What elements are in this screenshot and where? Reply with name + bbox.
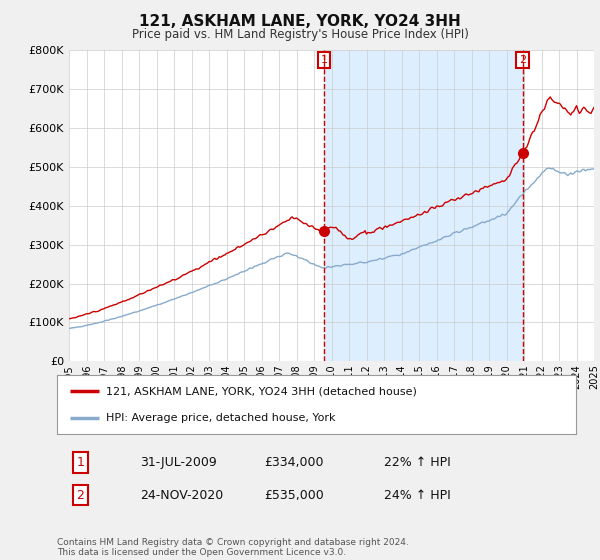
Text: 1: 1 bbox=[320, 55, 328, 65]
Text: HPI: Average price, detached house, York: HPI: Average price, detached house, York bbox=[106, 413, 336, 423]
Text: 121, ASKHAM LANE, YORK, YO24 3HH: 121, ASKHAM LANE, YORK, YO24 3HH bbox=[139, 14, 461, 29]
Text: £334,000: £334,000 bbox=[265, 456, 324, 469]
Bar bbox=[324, 50, 523, 361]
Text: 1: 1 bbox=[76, 456, 84, 469]
Text: 24-NOV-2020: 24-NOV-2020 bbox=[140, 489, 223, 502]
Text: £535,000: £535,000 bbox=[265, 489, 325, 502]
Text: 31-JUL-2009: 31-JUL-2009 bbox=[140, 456, 217, 469]
Text: Price paid vs. HM Land Registry's House Price Index (HPI): Price paid vs. HM Land Registry's House … bbox=[131, 28, 469, 41]
Text: Contains HM Land Registry data © Crown copyright and database right 2024.
This d: Contains HM Land Registry data © Crown c… bbox=[57, 538, 409, 557]
Text: 22% ↑ HPI: 22% ↑ HPI bbox=[384, 456, 451, 469]
Text: 121, ASKHAM LANE, YORK, YO24 3HH (detached house): 121, ASKHAM LANE, YORK, YO24 3HH (detach… bbox=[106, 386, 417, 396]
Text: 24% ↑ HPI: 24% ↑ HPI bbox=[384, 489, 451, 502]
Text: 2: 2 bbox=[519, 55, 526, 65]
Text: 2: 2 bbox=[76, 489, 84, 502]
